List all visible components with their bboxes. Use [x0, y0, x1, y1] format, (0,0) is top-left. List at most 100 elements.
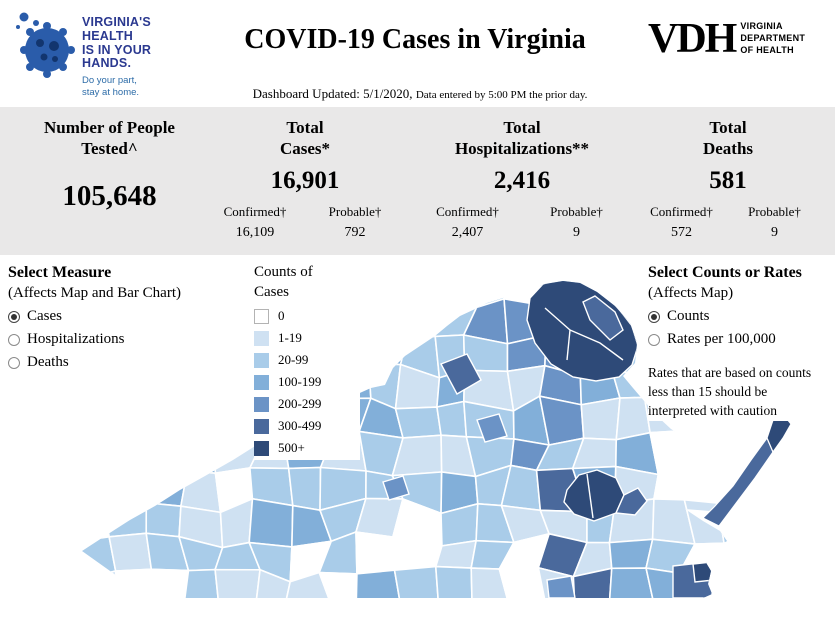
legend-item-6[interactable]: 500+ [254, 440, 360, 456]
legend-item-2[interactable]: 20-99 [254, 352, 360, 368]
probable-value: 9 [573, 224, 580, 240]
legend-label: 0 [278, 308, 285, 323]
vdh-dept-line: OF HEALTH [740, 44, 794, 55]
stat-heading-line: Total [503, 118, 541, 137]
stat-total-cases: Total Cases* 16,901 Confirmed† 16,109 Pr… [205, 107, 405, 241]
legend-item-1[interactable]: 1-19 [254, 330, 360, 346]
radio-label: Rates per 100,000 [667, 331, 776, 348]
confirmed-label: Confirmed† [650, 203, 713, 219]
probable-label: Probable† [748, 203, 801, 219]
legend-title-line: Cases [254, 283, 289, 300]
rates-caution-note: Rates that are based on counts less than… [648, 365, 812, 418]
campaign-text: VIRGINIA'S HEALTH IS IN YOUR HANDS. Do y… [82, 8, 151, 99]
radio-button-icon [8, 310, 20, 323]
radio-label: Cases [27, 308, 62, 325]
stat-heading: Number of People Tested^ [12, 107, 207, 160]
virginia-health-logo: VIRGINIA'S HEALTH IS IN YOUR HANDS. Do y… [14, 8, 204, 99]
vdh-dept-line: VIRGINIA [740, 21, 783, 32]
legend-label: 20-99 [278, 352, 309, 367]
probable-breakdown: Probable† 9 [728, 204, 821, 241]
vdh-logo: VDH VIRGINIA DEPARTMENT OF HEALTH [648, 18, 805, 60]
stat-total-hospitalizations: Total Hospitalizations** 2,416 Confirmed… [413, 107, 631, 241]
radio-button-icon [648, 333, 660, 346]
legend-title: Counts of Cases [254, 263, 360, 302]
dashboard-updated-text: Dashboard Updated: 5/1/2020, Data entere… [180, 86, 660, 102]
radio-label: Hospitalizations [27, 331, 125, 348]
select-measure-title: Select Measure [8, 264, 112, 281]
stat-hospitalizations-value: 2,416 [493, 166, 551, 194]
stat-cases-value: 16,901 [270, 166, 340, 194]
stat-heading-line: Hospitalizations** [454, 139, 590, 159]
vdh-dept-line: DEPARTMENT [740, 33, 806, 44]
stat-heading-line: Total [709, 118, 747, 137]
stat-heading-line: Tested^ [81, 139, 138, 159]
stat-people-tested: Number of People Tested^ 105,648 [12, 107, 207, 213]
confirmed-value: 572 [671, 224, 692, 240]
legend-label: 1-19 [278, 330, 302, 345]
legend-item-3[interactable]: 100-199 [254, 374, 360, 390]
stat-heading-line: Number of People [44, 118, 175, 137]
stat-breakdown: Confirmed† 16,109 Probable† 792 [205, 204, 405, 241]
virus-icon [16, 12, 75, 78]
stat-heading-line: Cases* [279, 139, 331, 159]
radio-label: Deaths [27, 354, 69, 371]
confirmed-label: Confirmed† [223, 203, 287, 219]
radio-cases[interactable]: Cases [8, 308, 246, 325]
campaign-tagline: stay at home. [82, 86, 140, 98]
radio-deaths[interactable]: Deaths [8, 354, 246, 371]
legend-swatch [254, 352, 269, 368]
legend-item-5[interactable]: 300-499 [254, 418, 360, 434]
select-counts-rates-title: Select Counts or Rates [648, 264, 802, 281]
select-measure-subtitle: (Affects Map and Bar Chart) [8, 285, 181, 302]
confirmed-value: 16,109 [235, 224, 275, 240]
campaign-line: VIRGINIA'S [82, 15, 151, 29]
radio-hospitalizations[interactable]: Hospitalizations [8, 331, 246, 348]
radio-counts[interactable]: Counts [648, 308, 832, 325]
select-measure-panel: Select Measure (Affects Map and Bar Char… [8, 263, 246, 372]
probable-label: Probable† [550, 203, 603, 219]
stat-breakdown: Confirmed† 572 Probable† 9 [635, 204, 821, 241]
stat-heading: Total Cases* [205, 107, 405, 160]
legend-swatch [254, 308, 269, 324]
select-counts-rates-panel: Select Counts or Rates (Affects Map) Cou… [648, 263, 832, 421]
page-title: COVID-19 Cases in Virginia [244, 24, 586, 55]
legend-label: 300-499 [278, 418, 322, 433]
confirmed-label: Confirmed† [436, 203, 499, 219]
stat-tested-value: 105,648 [62, 179, 157, 212]
stat-heading-line: Total [286, 118, 324, 137]
confirmed-breakdown: Confirmed† 16,109 [205, 204, 305, 241]
legend-item-4[interactable]: 200-299 [254, 396, 360, 412]
probable-breakdown: Probable† 9 [522, 204, 631, 241]
map-color-legend: Counts of Cases 0 1-19 20-99 100-199 200… [254, 263, 360, 460]
select-counts-rates-subtitle: (Affects Map) [648, 285, 734, 302]
legend-label: 500+ [278, 440, 305, 455]
confirmed-value: 2,407 [451, 224, 484, 240]
radio-button-icon [648, 310, 660, 323]
legend-label: 100-199 [278, 374, 322, 389]
radio-rates-per-100000[interactable]: Rates per 100,000 [648, 331, 832, 348]
stat-breakdown: Confirmed† 2,407 Probable† 9 [413, 204, 631, 241]
stat-heading: Total Hospitalizations** [413, 107, 631, 160]
radio-label: Counts [667, 308, 710, 325]
legend-swatch [254, 440, 269, 456]
probable-label: Probable† [328, 203, 382, 219]
radio-button-icon [8, 356, 20, 369]
campaign-line: HEALTH [82, 28, 133, 43]
updated-note: Data entered by 5:00 PM the prior day. [415, 89, 588, 101]
legend-swatch [254, 374, 269, 390]
summary-stats-bar: Number of People Tested^ 105,648 Total C… [0, 107, 835, 255]
stat-heading-line: Deaths [702, 139, 754, 159]
stat-deaths-value: 581 [709, 166, 747, 194]
probable-value: 792 [344, 224, 366, 240]
campaign-line: IS IN YOUR [82, 42, 152, 57]
radio-button-icon [8, 333, 20, 346]
legend-item-0[interactable]: 0 [254, 308, 360, 324]
legend-swatch [254, 418, 269, 434]
probable-value: 9 [771, 224, 778, 240]
legend-swatch [254, 396, 269, 412]
stat-heading: Total Deaths [635, 107, 821, 160]
vdh-acronym: VDH [648, 16, 737, 62]
updated-date: Dashboard Updated: 5/1/2020, [252, 86, 413, 101]
campaign-tagline: Do your part, [82, 75, 137, 86]
